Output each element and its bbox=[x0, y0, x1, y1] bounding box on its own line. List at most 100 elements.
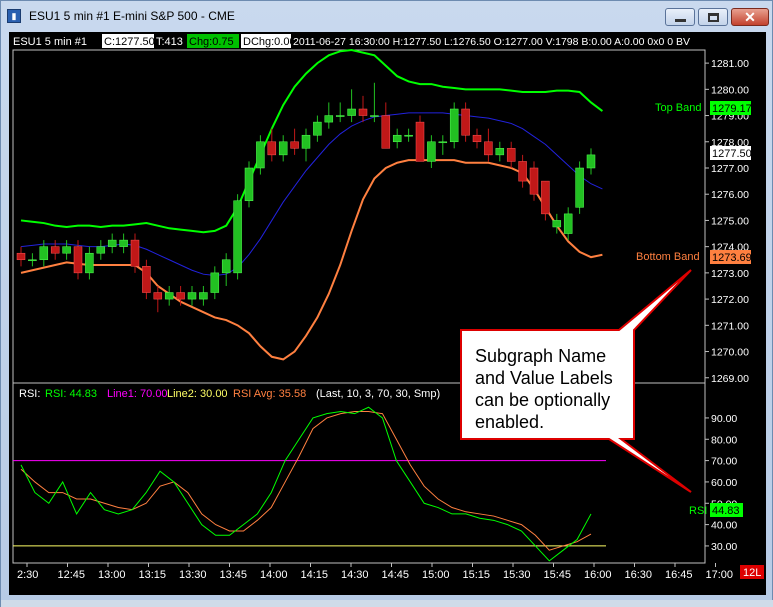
candle-up bbox=[392, 134, 402, 143]
header-symbol: ESU1 5 min #1 bbox=[13, 36, 87, 48]
chart-area[interactable]: ESU1 5 min #1 C:1277.50 T:413 Chg:0.75 D… bbox=[9, 32, 766, 595]
header-ticks: T:413 bbox=[156, 36, 183, 48]
candle-down bbox=[529, 167, 539, 195]
price-tick-label: 1276.00 bbox=[711, 189, 749, 201]
candle-up bbox=[85, 252, 94, 274]
candle-up bbox=[164, 292, 174, 300]
callout-line-2: and Value Labels bbox=[475, 368, 613, 388]
candle-down bbox=[415, 121, 425, 162]
price-tick-label: 1278.00 bbox=[711, 137, 749, 149]
time-tick-label: 2:30 bbox=[17, 569, 38, 581]
close-button[interactable]: ✕ bbox=[731, 8, 769, 26]
last-price-bg bbox=[710, 146, 751, 160]
time-tick-label: 13:00 bbox=[98, 569, 126, 581]
candle-down bbox=[290, 141, 299, 149]
rsi-header-avg: RSI Avg: 35.58 bbox=[233, 388, 306, 400]
callout-line-3: can be optionally bbox=[475, 390, 610, 410]
window-title: ESU1 5 min #1 E-mini S&P 500 - CME bbox=[29, 9, 235, 23]
bottom-band-value-bg bbox=[710, 250, 751, 264]
candle-up bbox=[313, 121, 322, 136]
time-tick-label: 14:00 bbox=[260, 569, 288, 581]
rsi-avg-line bbox=[20, 411, 592, 551]
candle-down bbox=[541, 180, 550, 215]
rsi-header-value: RSI: 44.83 bbox=[45, 388, 97, 400]
rsi-prefix: RSI: bbox=[19, 388, 40, 400]
callout-shape bbox=[460, 269, 692, 493]
price-tick-label: 1271.00 bbox=[711, 320, 749, 332]
rsi-value-labels: RSI 44.83 bbox=[689, 503, 743, 517]
candle-up bbox=[347, 108, 356, 116]
minimize-button[interactable] bbox=[665, 8, 695, 26]
rsi-value-bg bbox=[710, 503, 743, 517]
price-tick-label: 1281.00 bbox=[711, 58, 749, 70]
candle-up bbox=[187, 292, 197, 300]
rsi-value-label: 44.83 bbox=[712, 505, 740, 517]
minimize-icon bbox=[675, 19, 686, 22]
candle-down bbox=[50, 246, 60, 254]
candle-up bbox=[586, 154, 596, 169]
rsi-header-params: (Last, 10, 3, 70, 30, Smp) bbox=[316, 388, 440, 400]
bottom-band-name: Bottom Band bbox=[636, 251, 700, 263]
candle-up bbox=[278, 141, 288, 156]
candle-up bbox=[404, 134, 413, 137]
rsi-name-label: RSI bbox=[689, 505, 707, 517]
price-tick-label: 1275.00 bbox=[711, 215, 749, 227]
candle-up bbox=[28, 259, 37, 262]
title-bar[interactable]: ▮ ESU1 5 min #1 E-mini S&P 500 - CME ✕ bbox=[1, 1, 772, 31]
candle-up bbox=[438, 141, 448, 144]
time-tick-label: 14:30 bbox=[341, 569, 369, 581]
candle-up bbox=[107, 239, 117, 247]
candle-up bbox=[449, 108, 459, 143]
chart-svg[interactable]: ESU1 5 min #1 C:1277.50 T:413 Chg:0.75 D… bbox=[9, 32, 766, 595]
header-ohlc: 2011-06-27 16:30:00 H:1277.50 L:1276.50 … bbox=[293, 36, 690, 48]
candle-down bbox=[461, 108, 470, 136]
candle-up bbox=[575, 167, 584, 208]
header-chg-bg bbox=[187, 34, 239, 48]
candle-up bbox=[96, 246, 106, 254]
candle-down bbox=[16, 252, 26, 261]
candle-up bbox=[552, 220, 562, 228]
maximize-button[interactable] bbox=[698, 8, 728, 26]
rsi-tick-label: 40.00 bbox=[711, 520, 737, 532]
candle-up bbox=[119, 239, 128, 247]
candle-down bbox=[506, 148, 516, 162]
candle-down bbox=[267, 141, 277, 156]
mid-band-line bbox=[20, 112, 603, 276]
time-tick-label: 16:30 bbox=[625, 569, 653, 581]
candle-up bbox=[370, 115, 379, 117]
candle-up bbox=[324, 115, 334, 123]
candle-up bbox=[427, 141, 436, 162]
price-tick-label: 1273.00 bbox=[711, 268, 749, 280]
close-icon: ✕ bbox=[744, 9, 756, 25]
annotation-callout[interactable]: Subgraph Name and Value Labels can be op… bbox=[460, 269, 692, 493]
candle-down bbox=[381, 115, 391, 149]
maximize-icon bbox=[708, 13, 719, 22]
price-bands bbox=[20, 48, 604, 361]
price-value-labels: Top Band 1279.17 1277.50 Bottom Band 127… bbox=[636, 101, 752, 264]
candle-up bbox=[335, 115, 345, 117]
time-tick-label: 16:45 bbox=[665, 569, 693, 581]
corner-badge: 12L bbox=[743, 567, 761, 579]
rsi-tick-label: 30.00 bbox=[711, 541, 737, 553]
time-tick-label: 14:45 bbox=[382, 569, 410, 581]
rsi-header-line1: Line1: 70.00 bbox=[107, 388, 168, 400]
time-tick-label: 17:00 bbox=[706, 569, 734, 581]
rsi-tick-label: 80.00 bbox=[711, 434, 737, 446]
header-close-bg bbox=[102, 34, 154, 48]
candle-up bbox=[39, 246, 49, 261]
candle-up bbox=[244, 167, 254, 202]
top-band-line bbox=[20, 48, 604, 234]
time-tick-label: 13:30 bbox=[179, 569, 207, 581]
last-price-value: 1277.50 bbox=[712, 148, 752, 160]
time-tick-label: 12:45 bbox=[58, 569, 86, 581]
candles bbox=[16, 82, 596, 313]
top-band-name: Top Band bbox=[655, 102, 701, 114]
app-icon[interactable]: ▮ bbox=[7, 9, 21, 23]
candle-up bbox=[210, 272, 220, 293]
candle-down bbox=[153, 292, 163, 300]
rsi-tick-label: 70.00 bbox=[711, 456, 737, 468]
candle-down bbox=[358, 108, 368, 116]
candle-up bbox=[221, 259, 231, 274]
time-tick-label: 15:00 bbox=[422, 569, 450, 581]
rsi-tick-label: 90.00 bbox=[711, 413, 737, 425]
